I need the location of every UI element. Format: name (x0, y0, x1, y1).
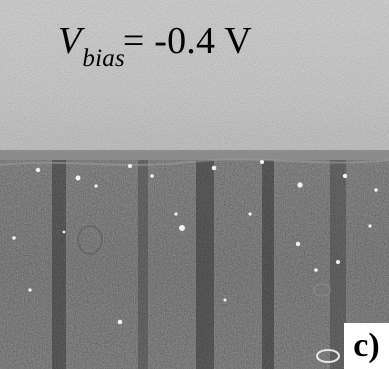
caption-value: = -0.4 V (122, 20, 252, 62)
caption-variable: V (58, 20, 82, 62)
panel-label: c) (344, 323, 389, 369)
caption-subscript: bias (82, 45, 125, 72)
bias-voltage-caption: Vbias= -0.4 V (58, 20, 252, 71)
